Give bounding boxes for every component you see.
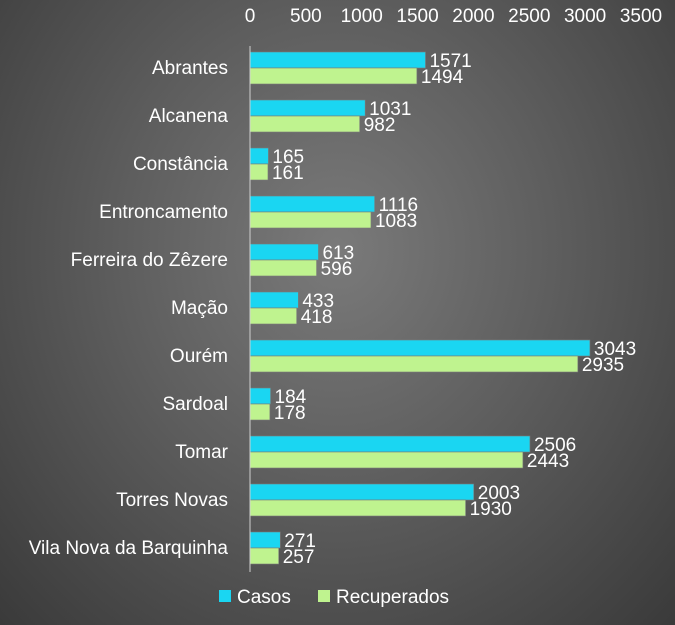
bar-recuperados	[249, 259, 317, 277]
x-axis-ticks: 0 500 1000 1500 2000 2500 3000 3500	[245, 6, 662, 27]
category-labels: Abrantes Alcanena Constância Entroncamento F…	[29, 58, 229, 559]
data-label: 596	[321, 259, 353, 280]
x-tick-label: 2500	[508, 6, 550, 27]
category-label: Ourém	[170, 346, 228, 367]
bar-casos	[249, 339, 591, 357]
bar-recuperados	[249, 307, 297, 325]
bar-casos	[249, 291, 299, 309]
category-label: Tomar	[175, 442, 228, 463]
bar-recuperados	[249, 547, 280, 565]
x-tick-label: 1000	[341, 6, 383, 27]
data-label: 982	[364, 115, 396, 136]
category-label: Torres Novas	[116, 490, 228, 511]
x-tick-label: 3500	[620, 6, 662, 27]
data-label: 161	[272, 163, 304, 184]
data-label: 1571	[429, 51, 471, 72]
data-label: 418	[301, 307, 333, 328]
category-label: Entroncamento	[99, 202, 228, 223]
bar-recuperados	[249, 355, 579, 373]
x-tick-label: 0	[245, 6, 256, 27]
data-label: 257	[283, 547, 315, 568]
x-tick-label: 500	[290, 6, 322, 27]
bar-casos	[249, 435, 531, 453]
x-tick-label: 1500	[396, 6, 438, 27]
bar-casos	[249, 51, 426, 69]
bar-recuperados	[249, 115, 360, 133]
legend-swatch-casos	[219, 590, 231, 602]
category-label: Sardoal	[163, 394, 229, 415]
legend-label-recuperados: Recuperados	[336, 587, 449, 608]
bar-recuperados	[249, 211, 372, 229]
bar-casos	[249, 99, 366, 117]
data-label: 613	[322, 243, 354, 264]
data-label: 1116	[379, 195, 418, 216]
data-label: 1494	[421, 67, 464, 88]
bar-recuperados	[249, 451, 524, 469]
category-label: Mação	[171, 298, 228, 319]
category-label: Abrantes	[152, 58, 228, 79]
data-label: 271	[284, 531, 316, 552]
category-label: Alcanena	[149, 106, 229, 127]
data-label: 1083	[375, 211, 417, 232]
bar-casos	[249, 243, 319, 261]
bar-casos	[249, 387, 271, 405]
x-tick-label: 2000	[452, 6, 494, 27]
data-label: 2443	[527, 451, 569, 472]
bar-casos	[249, 531, 281, 549]
bar-casos	[249, 147, 269, 165]
legend-swatch-recuperados	[318, 590, 330, 602]
data-label: 2506	[534, 435, 576, 456]
bar-casos	[249, 195, 375, 213]
legend-label-casos: Casos	[237, 587, 291, 608]
data-label: 433	[302, 291, 334, 312]
data-label: 165	[272, 147, 304, 168]
data-label: 184	[275, 387, 307, 408]
category-label: Vila Nova da Barquinha	[29, 538, 229, 559]
bar-recuperados	[249, 403, 271, 421]
data-label: 3043	[594, 339, 636, 360]
bar-recuperados	[249, 499, 466, 517]
data-label: 178	[274, 403, 306, 424]
data-label: 2003	[478, 483, 520, 504]
bar-recuperados	[249, 163, 269, 181]
legend: Casos Recuperados	[219, 587, 449, 608]
data-label: 1930	[470, 499, 512, 520]
bar-casos	[249, 483, 475, 501]
data-label: 2935	[582, 355, 624, 376]
x-tick-label: 3000	[564, 6, 606, 27]
category-label: Constância	[133, 154, 228, 175]
category-label: Ferreira do Zêzere	[71, 250, 228, 271]
data-label: 1031	[369, 99, 411, 120]
bar-recuperados	[249, 67, 418, 85]
